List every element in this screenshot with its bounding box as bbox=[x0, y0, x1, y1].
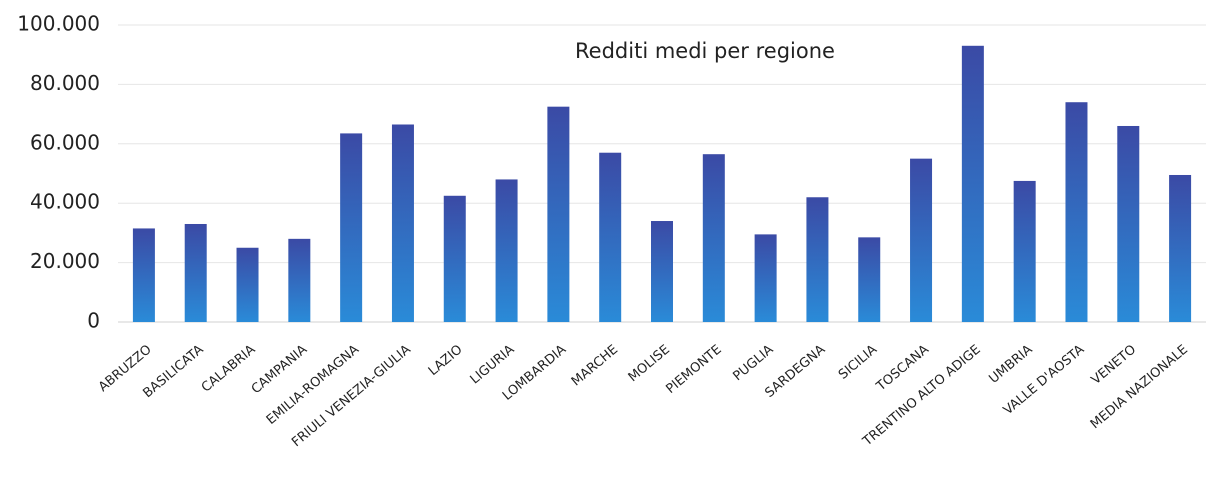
y-tick-label: 0 bbox=[87, 309, 100, 333]
x-tick-label: SICILIA bbox=[836, 342, 880, 382]
y-tick-label: 20.000 bbox=[30, 249, 100, 273]
bar bbox=[288, 238, 311, 322]
x-tick-label: MARCHE bbox=[569, 342, 621, 389]
y-tick-label: 60.000 bbox=[30, 130, 100, 154]
chart-title: Redditi medi per regione bbox=[575, 39, 835, 63]
x-tick-label: EMILIA-ROMAGNA bbox=[264, 342, 362, 428]
bar bbox=[1169, 174, 1192, 322]
bar bbox=[754, 234, 777, 322]
x-tick-label: PUGLIA bbox=[730, 342, 776, 384]
bar bbox=[1065, 102, 1088, 322]
bar bbox=[495, 179, 518, 322]
bar bbox=[599, 152, 622, 322]
bar bbox=[961, 45, 984, 322]
bar bbox=[236, 247, 259, 322]
y-tick-label: 40.000 bbox=[30, 190, 100, 214]
bar bbox=[910, 158, 933, 322]
bar bbox=[702, 154, 725, 322]
bar bbox=[1013, 180, 1036, 322]
bar bbox=[443, 195, 466, 322]
bar bbox=[547, 106, 570, 322]
x-tick-label: LIGURIA bbox=[468, 342, 518, 387]
bar bbox=[391, 124, 414, 323]
x-tick-label: PIEMONTE bbox=[663, 342, 724, 397]
x-tick-label: VENETO bbox=[1089, 342, 1139, 388]
bar bbox=[858, 237, 881, 322]
x-tick-label: UMBRIA bbox=[986, 342, 1035, 387]
bar bbox=[340, 133, 363, 322]
y-tick-label: 80.000 bbox=[30, 71, 100, 95]
x-tick-label: LAZIO bbox=[426, 342, 466, 379]
x-tick-label: MEDIA NAZIONALE bbox=[1088, 342, 1191, 432]
bar bbox=[806, 197, 829, 322]
bar bbox=[184, 223, 207, 322]
bar bbox=[132, 228, 155, 322]
bar bbox=[1117, 125, 1140, 322]
y-tick-label: 100.000 bbox=[17, 12, 100, 36]
bar bbox=[651, 221, 673, 322]
x-tick-label: MOLISE bbox=[626, 342, 673, 385]
